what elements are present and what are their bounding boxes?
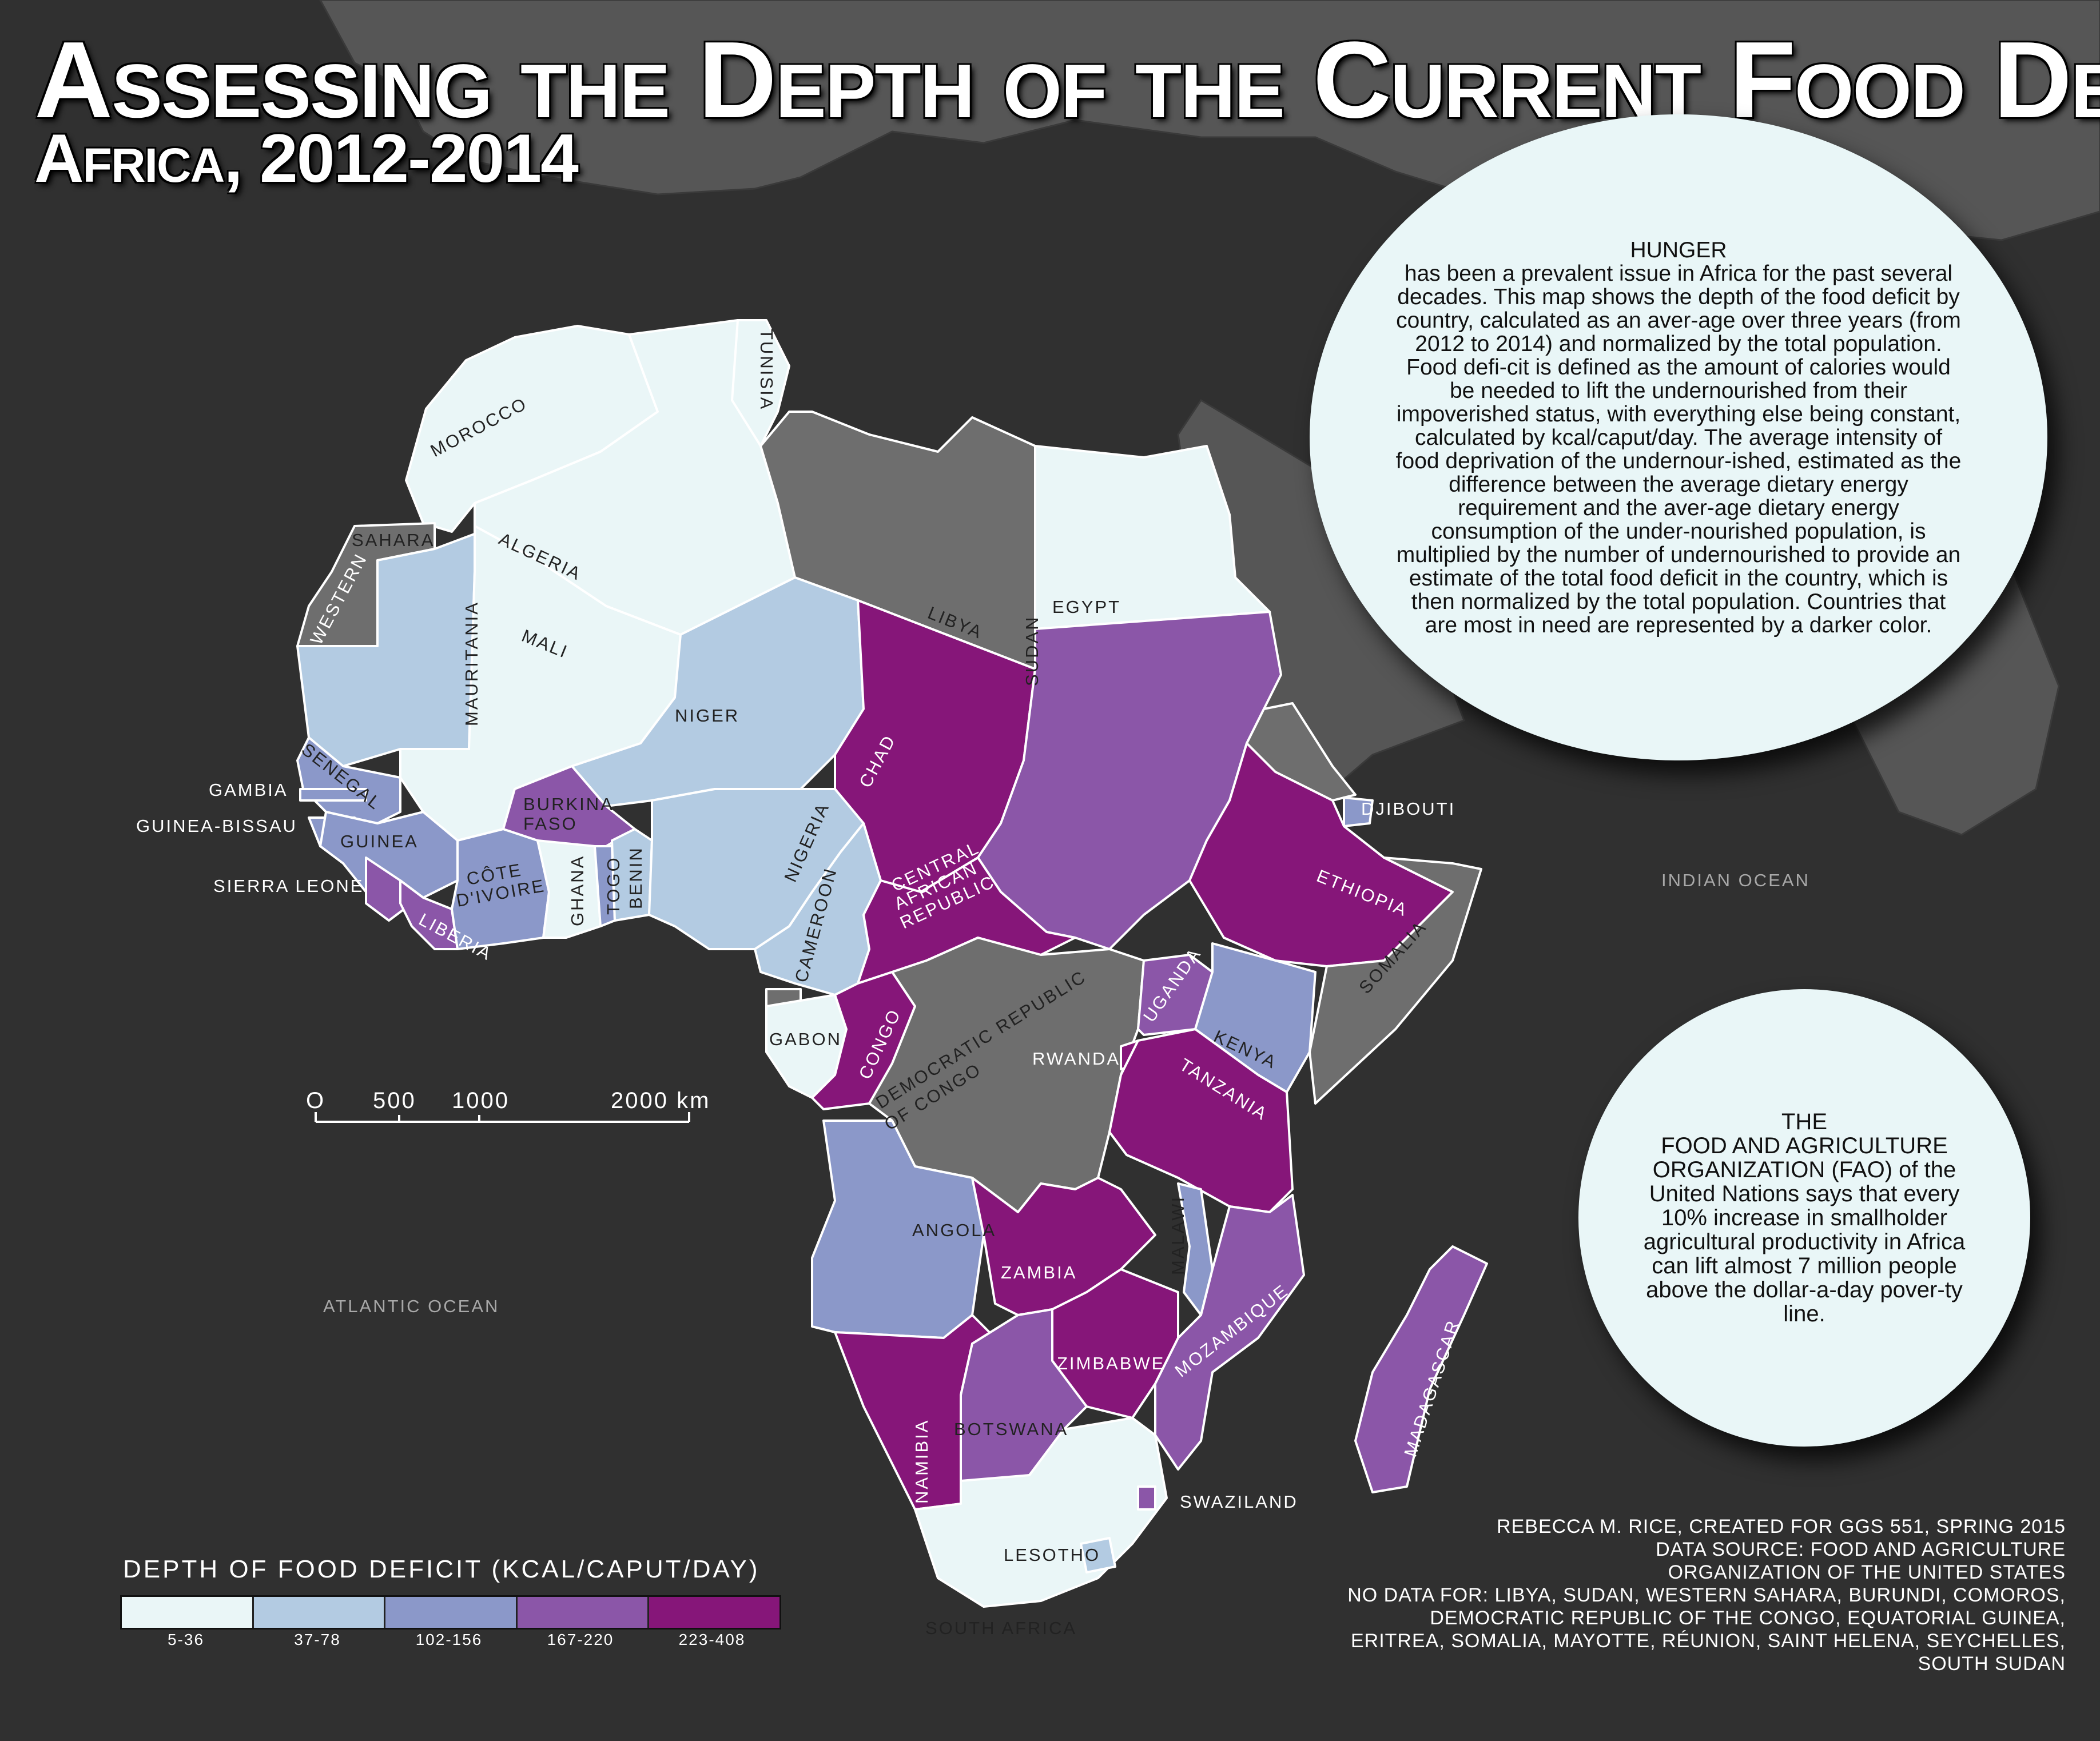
hunger-info-bubble: HUNGER has been a prevalent issue in Afr… (1310, 114, 2047, 760)
country-madagascar (1354, 1245, 1488, 1493)
label-benin: BENIN (626, 846, 646, 909)
scale-label-0: O (306, 1088, 325, 1113)
country-sudan (977, 611, 1282, 950)
africa-countries (296, 319, 1488, 1608)
label-namibia: NAMIBIA (912, 1419, 932, 1504)
label-djibouti: DJIBOUTI (1361, 799, 1455, 819)
label-guinea-bissau: GUINEA-BISSAU (136, 816, 297, 836)
label-burkina-faso-2: FASO (523, 814, 578, 834)
label-burkina-faso-1: BURKINA (523, 794, 614, 814)
scale-bar-labels: O 500 1000 2000 km (306, 1088, 710, 1113)
label-angola: ANGOLA (912, 1220, 996, 1240)
country-liberia (399, 879, 459, 950)
legend-swatch-3 (385, 1597, 518, 1628)
label-egypt: EGYPT (1052, 597, 1121, 617)
label-swaziland: SWAZILAND (1180, 1492, 1298, 1512)
scale-label-500: 500 (373, 1088, 416, 1113)
map-subtitle: Africa, 2012-2014 (34, 120, 579, 197)
country-mozambique (1154, 1194, 1305, 1471)
label-togo: TOGO (603, 856, 623, 915)
scale-label-1000: 1000 (452, 1088, 510, 1113)
label-sierra-leone: SIERRA LEONE (213, 876, 364, 896)
legend-color-bar (120, 1595, 781, 1630)
label-lesotho: LESOTHO (1004, 1545, 1100, 1565)
legend-range-4: 167-220 (547, 1631, 614, 1648)
label-mauritania: MAURITANIA (462, 601, 482, 726)
legend-swatch-5 (649, 1597, 779, 1628)
scale-label-2000: 2000 km (611, 1088, 710, 1113)
legend-swatch-1 (122, 1597, 254, 1628)
map-title: Assessing the Depth of the Current Food … (34, 19, 2100, 141)
label-tunisia: TUNISIA (757, 329, 777, 411)
legend-range-5: 223-408 (678, 1631, 746, 1648)
label-rwanda: RWANDA (1032, 1049, 1120, 1069)
country-lesotho (1080, 1537, 1116, 1573)
country-djibouti (1343, 796, 1374, 827)
legend-title: DEPTH OF FOOD DEFICIT (KCAL/CAPUT/DAY) (123, 1555, 760, 1583)
country-gambia (299, 788, 367, 802)
label-malawi: MALAWI (1168, 1196, 1188, 1275)
credits-text: REBECCA M. RICE, CREATED FOR GGS 551, SP… (1497, 1516, 2066, 1583)
label-indian-ocean: INDIAN OCEAN (1661, 870, 1810, 890)
legend-range-2: 37-78 (294, 1631, 341, 1648)
legend-swatch-4 (517, 1597, 650, 1628)
hunger-info-text: HUNGER has been a prevalent issue in Afr… (1395, 237, 1962, 638)
legend-labels: 5-36 37-78 102-156 167-220 223-408 (120, 1631, 778, 1649)
label-guinea: GUINEA (340, 831, 419, 851)
label-niger: NIGER (675, 706, 739, 726)
label-south-africa: SOUTH AFRICA (925, 1618, 1077, 1638)
label-gambia: GAMBIA (209, 780, 288, 800)
label-botswana: BOTSWANA (954, 1419, 1068, 1439)
country-mauritania (296, 531, 482, 767)
label-ghana: GHANA (567, 855, 587, 926)
scale-bar (315, 1112, 690, 1123)
label-atlantic-ocean: ATLANTIC OCEAN (323, 1296, 499, 1316)
no-data-note: NO DATA FOR: LIBYA, SUDAN, WESTERN SAHAR… (1347, 1584, 2066, 1675)
label-zambia: ZAMBIA (1001, 1262, 1077, 1282)
legend-swatch-2 (253, 1597, 386, 1628)
label-zimbabwe: ZIMBABWE (1057, 1353, 1165, 1373)
legend-range-1: 5-36 (167, 1631, 205, 1648)
label-western-sahara-1: SAHARA (352, 530, 435, 550)
country-swaziland (1137, 1485, 1156, 1511)
fao-info-bubble: THE FOOD AND AGRICULTURE ORGANIZATION (F… (1578, 989, 2030, 1447)
label-gabon: GABON (769, 1029, 842, 1049)
legend-range-3: 102-156 (415, 1631, 483, 1648)
fao-info-text: THE FOOD AND AGRICULTURE ORGANIZATION (F… (1643, 1109, 1966, 1326)
label-sudan: SUDAN (1022, 615, 1042, 686)
country-somalia (1308, 856, 1482, 1105)
